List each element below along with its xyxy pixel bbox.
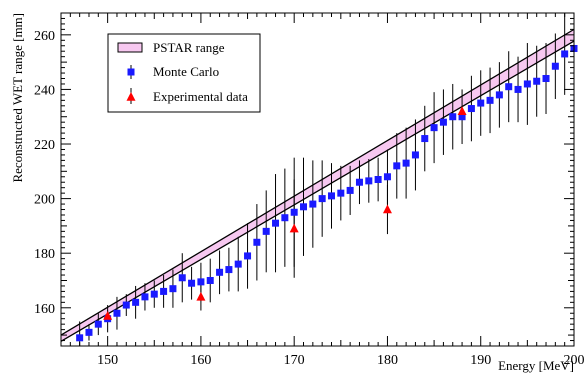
- monte-carlo-point: [309, 200, 317, 208]
- monte-carlo-point: [281, 214, 289, 222]
- experimental-point: [103, 310, 113, 320]
- pstar-band-upper-edge: [60, 28, 575, 336]
- experimental-point: [457, 106, 467, 116]
- y-tick-label: 260: [34, 29, 55, 44]
- plot-frame: [60, 12, 575, 347]
- monte-carlo-point: [188, 279, 196, 287]
- x-tick-label: 180: [377, 353, 398, 368]
- experimental-point: [382, 204, 392, 214]
- monte-carlo-point: [85, 328, 93, 336]
- x-tick-label: 150: [97, 353, 118, 368]
- monte-carlo-point: [467, 105, 475, 113]
- monte-carlo-point: [150, 290, 158, 298]
- y-tick-label: 220: [34, 138, 55, 153]
- monte-carlo-point: [346, 186, 354, 194]
- legend-band-swatch: [117, 42, 143, 53]
- y-tick-label: 240: [34, 83, 55, 98]
- monte-carlo-point: [234, 260, 242, 268]
- x-axis-label: Energy [MeV]: [498, 358, 574, 373]
- monte-carlo-point: [365, 177, 373, 185]
- y-tick-label: 180: [34, 247, 55, 262]
- legend-monte-carlo-label: Monte Carlo: [153, 64, 219, 79]
- experimental-point: [289, 223, 299, 233]
- monte-carlo-point: [514, 85, 522, 93]
- legend-experimental-label: Experimental data: [153, 89, 248, 104]
- pstar-band: [61, 29, 574, 342]
- monte-carlo-point: [327, 192, 335, 200]
- monte-carlo-point: [542, 75, 550, 83]
- monte-carlo-point: [533, 77, 541, 85]
- monte-carlo-point: [216, 268, 224, 276]
- axis-layer: 150 160 170 180 190 200 160 180 200 220 240 260: [34, 13, 585, 368]
- monte-carlo-point: [197, 278, 205, 286]
- monte-carlo-point: [355, 178, 363, 186]
- monte-carlo-point: [337, 189, 345, 197]
- x-tick-label: 170: [284, 353, 305, 368]
- legend-experimental-triangle: [126, 92, 136, 101]
- monte-carlo-point: [458, 113, 466, 121]
- legend-pstar-label: PSTAR range: [153, 40, 225, 55]
- monte-carlo-point: [206, 276, 214, 284]
- monte-carlo-point: [523, 80, 531, 88]
- monte-carlo-point: [132, 298, 140, 306]
- legend: PSTAR range Monte Carlo Experimental dat…: [107, 33, 261, 113]
- legend-monte-carlo-square: [127, 68, 135, 76]
- monte-carlo-layer: [76, 44, 578, 342]
- monte-carlo-point: [244, 252, 252, 260]
- monte-carlo-point: [551, 62, 559, 70]
- monte-carlo-point: [421, 135, 429, 143]
- monte-carlo-point: [253, 238, 261, 246]
- monte-carlo-point: [318, 195, 326, 203]
- monte-carlo-point: [486, 96, 494, 104]
- monte-carlo-point: [383, 173, 391, 181]
- monte-carlo-point: [300, 203, 308, 211]
- monte-carlo-point: [374, 176, 382, 183]
- monte-carlo-point: [505, 83, 513, 91]
- experimental-point: [196, 291, 206, 301]
- y-tick-label: 160: [34, 302, 55, 317]
- monte-carlo-point: [439, 118, 447, 126]
- monte-carlo-point: [411, 151, 419, 159]
- monte-carlo-point: [561, 50, 569, 58]
- pstar-band-lower-edge: [60, 40, 575, 342]
- legend-experimental-marker: [126, 88, 136, 104]
- monte-carlo-point: [449, 113, 457, 121]
- x-tick-label: 200: [564, 353, 585, 368]
- y-axis-label: Reconstructed WET range [mm]: [10, 13, 25, 183]
- monte-carlo-point: [141, 293, 149, 301]
- monte-carlo-point: [477, 99, 485, 107]
- monte-carlo-point: [402, 159, 410, 167]
- legend-monte-carlo-marker: [127, 65, 135, 79]
- monte-carlo-point: [113, 309, 121, 317]
- x-tick-label: 160: [190, 353, 211, 368]
- monte-carlo-point: [393, 162, 401, 170]
- monte-carlo-point: [76, 334, 84, 342]
- pstar-band-layer: [60, 28, 575, 342]
- monte-carlo-point: [495, 91, 503, 99]
- monte-carlo-point: [225, 266, 233, 274]
- experimental-layer: [103, 106, 467, 320]
- monte-carlo-point: [169, 285, 177, 293]
- monte-carlo-point: [160, 287, 168, 295]
- monte-carlo-point: [430, 124, 438, 132]
- monte-carlo-point: [94, 320, 102, 328]
- monte-carlo-point: [178, 274, 186, 282]
- monte-carlo-point: [262, 227, 270, 235]
- monte-carlo-point: [290, 208, 298, 216]
- monte-carlo-point: [122, 301, 130, 309]
- y-tick-label: 200: [34, 193, 55, 208]
- x-tick-label: 190: [470, 353, 491, 368]
- monte-carlo-point: [272, 219, 280, 227]
